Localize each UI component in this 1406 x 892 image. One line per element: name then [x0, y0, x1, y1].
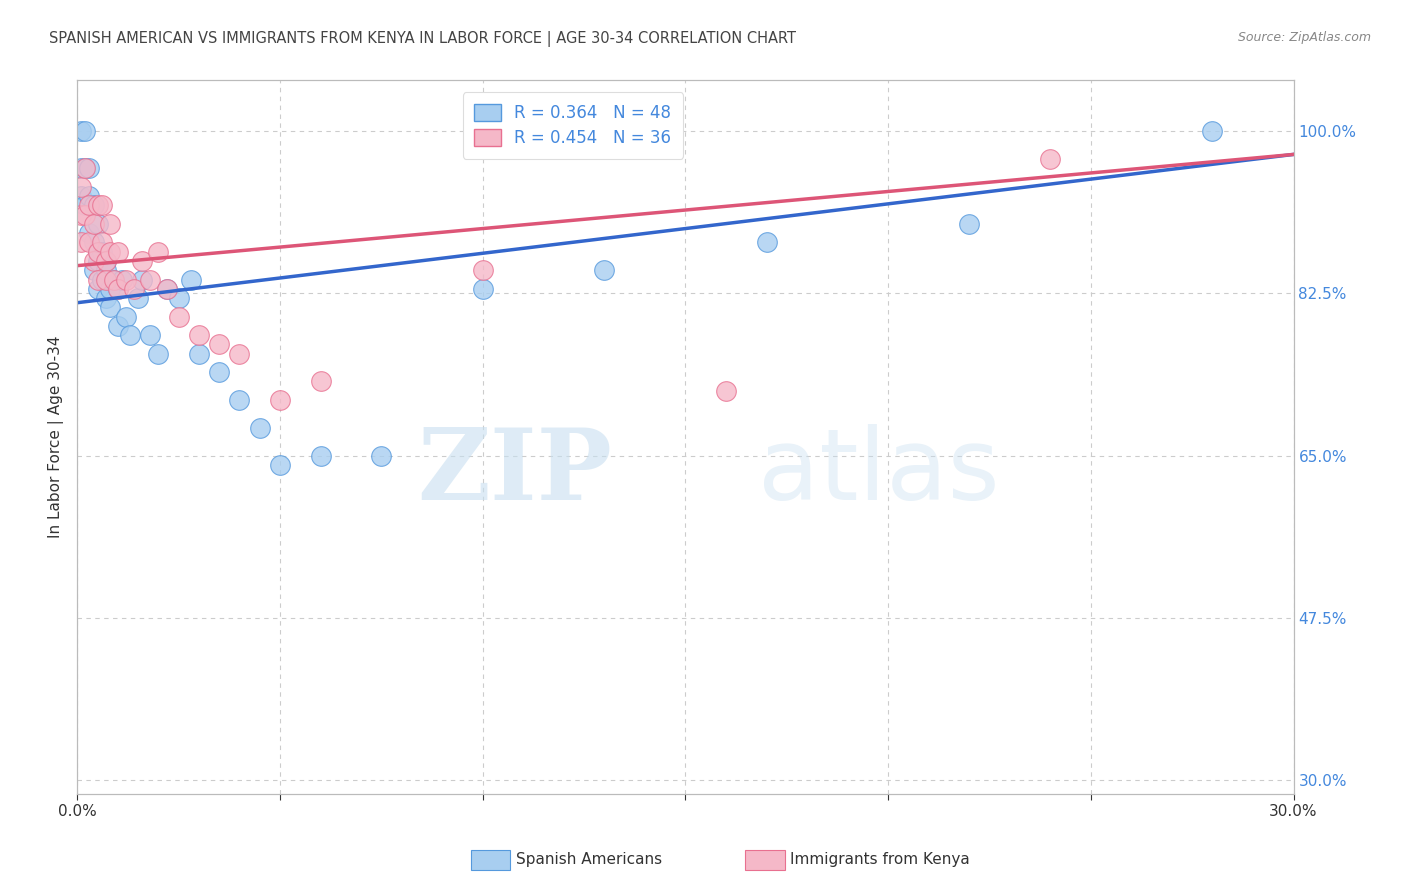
Point — [471, 263, 494, 277]
Point — [90, 198, 112, 212]
Point — [94, 254, 117, 268]
Text: Immigrants from Kenya: Immigrants from Kenya — [790, 853, 970, 867]
Point — [167, 291, 190, 305]
Point — [90, 244, 112, 259]
Point — [98, 244, 121, 259]
Point — [75, 198, 97, 212]
Point — [98, 217, 121, 231]
Point — [228, 392, 250, 407]
Point — [103, 272, 125, 286]
Point — [131, 272, 153, 286]
Point — [188, 328, 211, 343]
Point — [249, 421, 271, 435]
Point — [86, 254, 108, 268]
Point — [70, 179, 93, 194]
Text: SPANISH AMERICAN VS IMMIGRANTS FROM KENYA IN LABOR FORCE | AGE 30-34 CORRELATION: SPANISH AMERICAN VS IMMIGRANTS FROM KENY… — [49, 31, 796, 47]
Point — [269, 458, 291, 472]
Point — [75, 124, 97, 138]
Point — [107, 282, 129, 296]
Point — [79, 198, 101, 212]
Point — [75, 161, 97, 176]
Point — [75, 208, 97, 222]
Point — [94, 254, 117, 268]
Point — [79, 235, 101, 250]
Point — [148, 244, 170, 259]
Point — [593, 263, 616, 277]
Point — [957, 217, 980, 231]
Point — [94, 272, 117, 286]
Point — [471, 282, 494, 296]
Point — [94, 291, 117, 305]
Point — [155, 282, 177, 296]
Point — [98, 282, 121, 296]
Legend: R = 0.364   N = 48, R = 0.454   N = 36: R = 0.364 N = 48, R = 0.454 N = 36 — [463, 92, 683, 159]
Point — [86, 244, 108, 259]
Point — [86, 244, 108, 259]
Point — [86, 217, 108, 231]
Point — [70, 235, 93, 250]
Point — [122, 282, 145, 296]
Point — [148, 346, 170, 360]
Point — [1201, 124, 1223, 138]
Point — [79, 189, 101, 203]
Point — [167, 310, 190, 324]
Point — [75, 161, 97, 176]
Point — [70, 124, 93, 138]
Point — [86, 282, 108, 296]
Point — [155, 282, 177, 296]
Point — [70, 189, 93, 203]
Point — [103, 272, 125, 286]
Point — [1039, 152, 1062, 166]
Text: Source: ZipAtlas.com: Source: ZipAtlas.com — [1237, 31, 1371, 45]
Text: Spanish Americans: Spanish Americans — [516, 853, 662, 867]
Text: ZIP: ZIP — [418, 425, 613, 521]
Point — [83, 198, 105, 212]
Point — [139, 272, 162, 286]
Point — [86, 272, 108, 286]
Point — [90, 272, 112, 286]
Point — [83, 254, 105, 268]
Point — [70, 208, 93, 222]
Y-axis label: In Labor Force | Age 30-34: In Labor Force | Age 30-34 — [48, 335, 65, 539]
Point — [127, 291, 149, 305]
Point — [118, 328, 141, 343]
Point — [98, 301, 121, 315]
Point — [83, 263, 105, 277]
Point — [115, 272, 138, 286]
Point — [86, 198, 108, 212]
Point — [107, 244, 129, 259]
Point — [755, 235, 778, 250]
Point — [79, 161, 101, 176]
Point — [83, 217, 105, 231]
Point — [208, 337, 231, 351]
Point — [79, 226, 101, 240]
Point — [309, 449, 332, 463]
Point — [269, 392, 291, 407]
Point — [714, 384, 737, 398]
Text: atlas: atlas — [758, 425, 1000, 521]
Point — [180, 272, 202, 286]
Point — [370, 449, 392, 463]
Point — [139, 328, 162, 343]
Point — [188, 346, 211, 360]
Point — [94, 263, 117, 277]
Point — [70, 161, 93, 176]
Point — [90, 235, 112, 250]
Point — [131, 254, 153, 268]
Point — [83, 235, 105, 250]
Point — [208, 365, 231, 379]
Point — [228, 346, 250, 360]
Point — [107, 282, 129, 296]
Point — [107, 318, 129, 333]
Point — [309, 375, 332, 389]
Point — [115, 310, 138, 324]
Point — [111, 272, 134, 286]
